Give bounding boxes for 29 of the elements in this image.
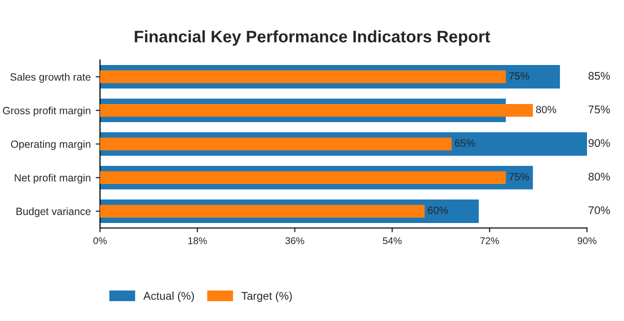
data-label: 65% — [455, 139, 475, 147]
bar — [100, 138, 452, 150]
y-tick-label: Operating margin — [10, 140, 90, 150]
data-label: 60% — [428, 206, 448, 214]
x-tick-label: 90% — [578, 237, 596, 244]
x-tick-label: 72% — [480, 237, 499, 244]
data-label: 75% — [588, 106, 610, 114]
data-label: 75% — [509, 72, 530, 80]
bar — [100, 70, 506, 84]
data-label: 85% — [588, 72, 610, 80]
data-label: 75% — [509, 173, 530, 180]
y-tick-label: Sales growth rate — [10, 73, 91, 83]
bar — [100, 104, 533, 117]
y-tick-label: Net profit margin — [14, 174, 90, 184]
x-tick-label: 36% — [285, 237, 304, 244]
y-tick-label: Budget variance — [16, 207, 91, 218]
y-tick-label: Gross profit margin — [2, 106, 90, 116]
legend-label: Target (%) — [241, 292, 292, 302]
data-label: 90% — [588, 139, 610, 147]
legend-label: Actual (%) — [143, 292, 194, 302]
data-label: 70% — [588, 206, 610, 214]
x-tick-label: 54% — [382, 237, 402, 244]
x-tick-label: 18% — [188, 237, 207, 244]
bar — [100, 171, 506, 184]
bar — [100, 204, 425, 218]
data-label: 80% — [588, 172, 610, 181]
x-tick-label: 0% — [93, 237, 107, 244]
chart-title: Financial Key Performance Indicators Report — [134, 30, 490, 46]
data-label: 80% — [536, 106, 556, 114]
